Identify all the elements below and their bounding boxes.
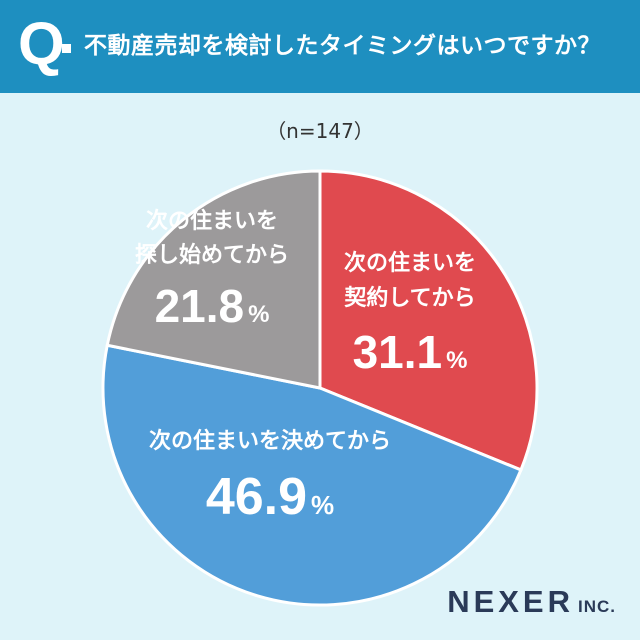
question-text: 不動産売却を検討したタイミングはいつですか？ bbox=[84, 33, 601, 59]
logo-suffix: INC. bbox=[578, 597, 616, 616]
nexer-logo: NEXER INC. bbox=[447, 584, 616, 620]
slice-contract bbox=[318, 169, 539, 472]
logo-main: NEXER bbox=[447, 584, 574, 619]
slice-decided-value: 46.9% bbox=[206, 468, 334, 526]
slice-searching bbox=[105, 169, 322, 390]
slice-contract-label: 契約してから bbox=[343, 285, 475, 311]
slice-contract-label: 次の住まいを bbox=[344, 250, 476, 276]
slice-searching-value: 21.8% bbox=[155, 280, 270, 332]
slice-decided bbox=[101, 343, 523, 607]
slice-contract-value: 31.1% bbox=[353, 326, 468, 378]
q-mark: Q bbox=[18, 10, 65, 77]
slice-decided-label: 次の住まいを決めてから bbox=[149, 428, 391, 454]
slice-searching-label: 次の住まいを bbox=[146, 208, 278, 234]
sample-size: （n=147） bbox=[266, 119, 374, 143]
question-header: Q 不動産売却を検討したタイミングはいつですか？ bbox=[0, 0, 640, 93]
q-dot bbox=[62, 44, 71, 53]
slice-searching-label: 探し始めてから bbox=[135, 242, 289, 268]
